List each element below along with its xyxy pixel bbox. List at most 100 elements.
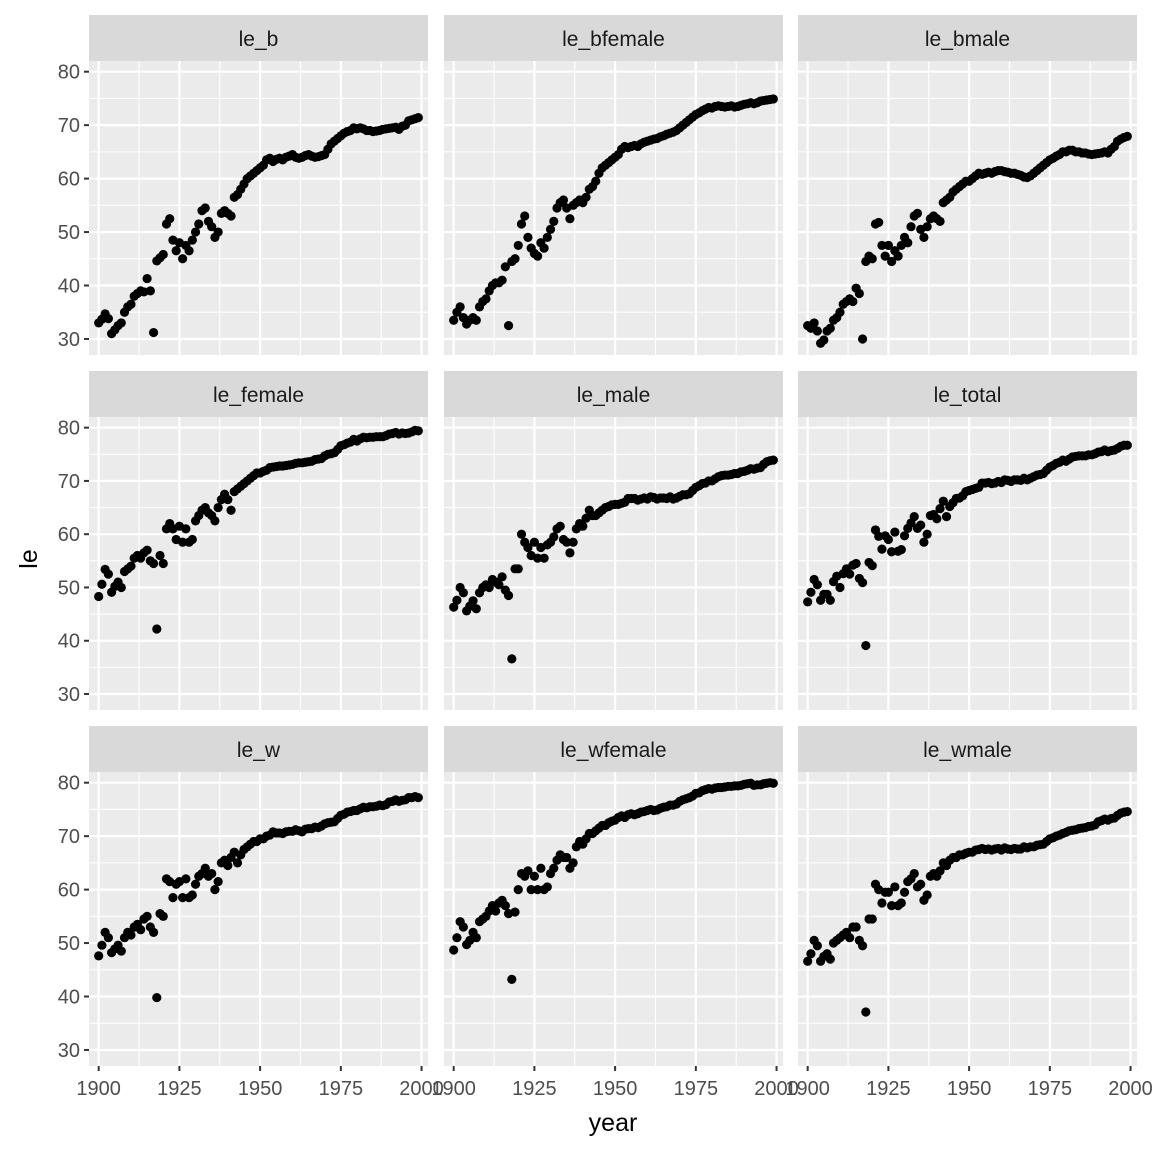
- y-tick-label: 50: [58, 933, 80, 955]
- data-point: [452, 595, 462, 605]
- data-point: [825, 595, 835, 605]
- data-point: [516, 529, 527, 539]
- facet-panel-le_bfemale: le_bfemale: [444, 15, 783, 355]
- data-point: [845, 933, 855, 943]
- facet-strip-label: le_wmale: [923, 739, 1012, 762]
- data-point: [887, 256, 897, 267]
- data-point: [562, 537, 572, 547]
- data-point: [932, 514, 942, 524]
- data-point: [558, 195, 569, 205]
- data-point: [935, 504, 945, 514]
- data-point: [510, 254, 520, 264]
- data-point: [471, 604, 481, 614]
- data-point: [867, 254, 877, 264]
- data-point: [867, 561, 877, 571]
- data-point: [529, 537, 540, 547]
- data-point: [136, 925, 146, 935]
- data-point: [213, 502, 223, 513]
- data-point: [148, 927, 159, 937]
- data-point: [903, 238, 913, 248]
- panel-background: [798, 61, 1137, 355]
- data-point: [877, 898, 887, 908]
- data-point: [880, 251, 890, 261]
- y-tick-label: 60: [58, 880, 80, 902]
- data-point: [867, 914, 877, 924]
- data-point: [94, 951, 104, 961]
- y-tick-label: 70: [58, 471, 80, 493]
- data-point: [883, 534, 894, 545]
- data-point: [916, 879, 926, 889]
- y-tick-label: 30: [58, 684, 80, 706]
- data-point: [819, 335, 829, 345]
- data-point: [497, 572, 507, 582]
- data-point: [513, 240, 523, 251]
- data-point: [542, 232, 552, 242]
- data-point: [223, 860, 233, 871]
- data-point: [491, 906, 501, 916]
- y-tick-label: 80: [58, 418, 80, 440]
- data-point: [857, 334, 868, 344]
- data-point: [449, 315, 459, 325]
- data-point: [922, 529, 932, 539]
- data-point: [857, 941, 868, 951]
- data-point: [187, 235, 197, 245]
- data-point: [148, 558, 159, 569]
- data-point: [526, 885, 536, 895]
- data-point: [503, 590, 514, 601]
- data-point: [1122, 806, 1132, 817]
- data-point: [103, 933, 113, 943]
- data-point: [529, 871, 540, 881]
- x-tick-label: 1900: [431, 1078, 476, 1100]
- data-point: [591, 176, 601, 186]
- data-point: [861, 1007, 871, 1017]
- data-point: [549, 532, 559, 542]
- data-point: [207, 222, 217, 232]
- data-point: [194, 219, 204, 229]
- data-point: [223, 494, 233, 505]
- data-point: [803, 597, 813, 607]
- y-axis-title: le: [15, 549, 43, 568]
- data-point: [533, 553, 543, 563]
- y-tick-label: 80: [58, 773, 80, 795]
- data-point: [455, 302, 465, 312]
- data-point: [178, 254, 188, 264]
- data-point: [97, 579, 107, 589]
- facet-strip-label: le_bfemale: [562, 28, 665, 51]
- data-point: [568, 537, 578, 547]
- x-tick-label: 1975: [674, 1078, 719, 1100]
- data-point: [484, 582, 494, 593]
- data-point: [935, 216, 945, 226]
- data-point: [158, 911, 168, 921]
- data-point: [116, 582, 126, 593]
- x-tick-label: 1925: [157, 1078, 202, 1100]
- data-point: [1122, 440, 1132, 450]
- x-tick-label: 2000: [1108, 1078, 1152, 1100]
- data-point: [922, 222, 932, 232]
- data-point: [896, 545, 906, 555]
- data-point: [145, 286, 155, 296]
- data-point: [549, 216, 559, 226]
- data-point: [200, 203, 210, 213]
- data-point: [503, 321, 514, 331]
- data-point: [413, 426, 423, 436]
- data-point: [825, 323, 835, 333]
- data-point: [190, 879, 201, 889]
- facet-panel-le_wmale: le_wmale 1900 1925 1950 1975 2000: [785, 726, 1152, 1100]
- data-point: [890, 527, 900, 537]
- data-point: [877, 544, 887, 554]
- data-point: [494, 580, 504, 590]
- y-tick-label: 30: [58, 1040, 80, 1062]
- data-point: [181, 524, 191, 534]
- data-point: [142, 545, 152, 555]
- data-point: [523, 866, 533, 876]
- data-point: [213, 876, 223, 887]
- x-axis-title: year: [589, 1109, 638, 1137]
- facet-panel-le_wfemale: le_wfemale 1900 1925 1950 1975 2000: [431, 726, 799, 1100]
- data-point: [232, 858, 243, 868]
- y-tick-label: 40: [58, 987, 80, 1009]
- data-point: [565, 548, 575, 558]
- data-point: [906, 222, 916, 232]
- data-point: [126, 930, 136, 940]
- panel-background: [798, 772, 1137, 1066]
- facet-strip-label: le_total: [934, 384, 1002, 407]
